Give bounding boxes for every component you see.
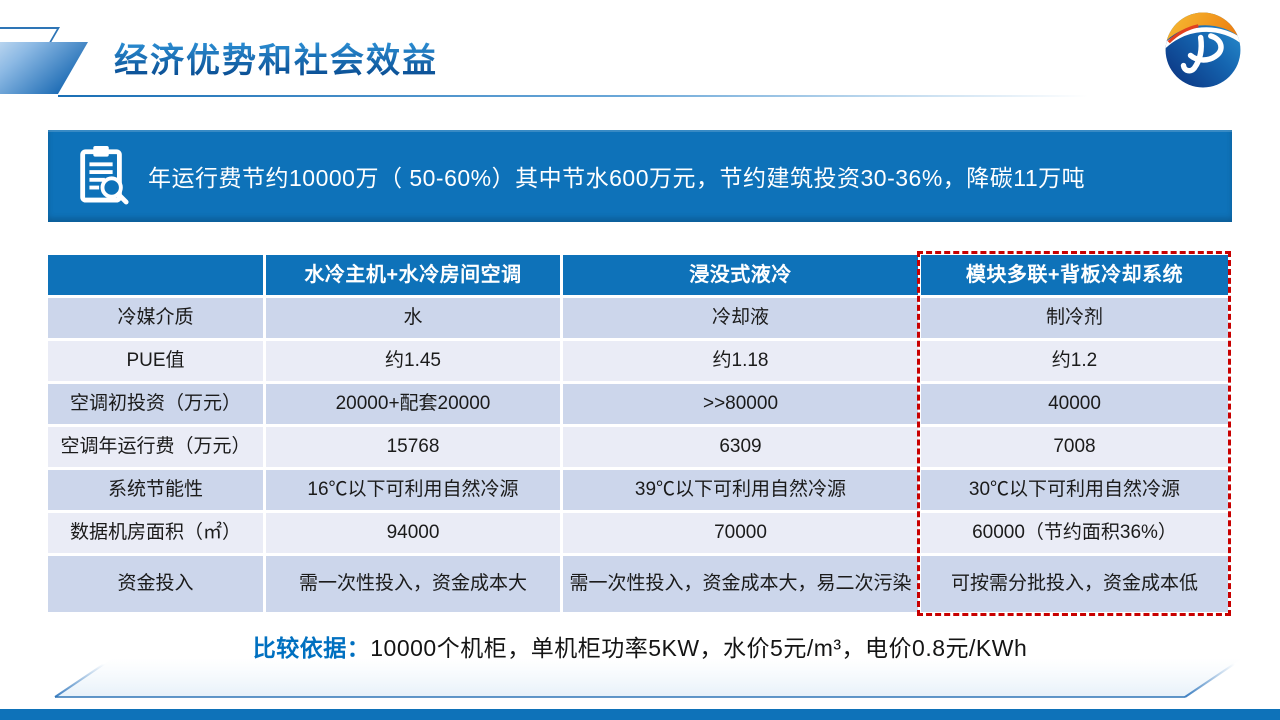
row-label: 系统节能性 [48,470,263,510]
table-cell: 70000 [563,513,918,553]
table-cell: 15768 [266,427,560,467]
table-cell: 需一次性投入，资金成本大 [266,556,560,612]
comparison-basis-note: 比较依据：10000个机柜，单机柜功率5KW，水价5元/m³，电价0.8元/KW… [0,629,1280,663]
row-label: 空调初投资（万元） [48,384,263,424]
comparison-table: 水冷主机+水冷房间空调 浸没式液冷 模块多联+背板冷却系统 冷媒介质 水 冷却液… [48,251,1231,616]
table-header-modular: 模块多联+背板冷却系统 [921,255,1228,295]
table-cell: 16℃以下可利用自然冷源 [266,470,560,510]
clipboard-magnifier-icon [73,143,131,210]
table-cell: 约1.45 [266,341,560,381]
table-cell: 30℃以下可利用自然冷源 [921,470,1228,510]
table-header-water-cooled: 水冷主机+水冷房间空调 [266,255,560,295]
table-cell: >>80000 [563,384,918,424]
table-cell: 40000 [921,384,1228,424]
table-cell: 6309 [563,427,918,467]
key-message-banner: 年运行费节约10000万（ 50-60%）其中节水600万元，节约建筑投资30-… [48,130,1232,222]
table-cell: 20000+配套20000 [266,384,560,424]
table-cell: 7008 [921,427,1228,467]
table-header-immersion: 浸没式液冷 [563,255,918,295]
table-cell: 制冷剂 [921,298,1228,338]
table-cell: 94000 [266,513,560,553]
comparison-basis-label: 比较依据： [252,635,371,661]
table-header-empty [48,255,263,295]
bottom-blue-bar [0,709,1280,720]
row-label: 数据机房面积（㎡） [48,513,263,553]
table-cell: 需一次性投入，资金成本大，易二次污染 [563,556,918,612]
row-label: PUE值 [48,341,263,381]
row-label: 资金投入 [48,556,263,612]
table-cell: 39℃以下可利用自然冷源 [563,470,918,510]
header-parallelogram-gradient [0,42,89,94]
title-underline [58,95,1088,97]
table-cell: 60000（节约面积36%） [921,513,1228,553]
company-logo-icon [1164,11,1242,89]
table-cell: 约1.18 [563,341,918,381]
banner-text: 年运行费节约10000万（ 50-60%）其中节水600万元，节约建筑投资30-… [148,165,1086,191]
table-cell: 约1.2 [921,341,1228,381]
bottom-parallelogram-deco [54,657,1244,698]
row-label: 冷媒介质 [48,298,263,338]
comparison-basis-text: 10000个机柜，单机柜功率5KW，水价5元/m³，电价0.8元/KWh [370,635,1028,661]
table-cell: 冷却液 [563,298,918,338]
page-title: 经济优势和社会效益 [114,33,438,82]
globe-logo-icon [1165,12,1241,88]
row-label: 空调年运行费（万元） [48,427,263,467]
table-cell: 可按需分批投入，资金成本低 [921,556,1228,612]
table-cell: 水 [266,298,560,338]
